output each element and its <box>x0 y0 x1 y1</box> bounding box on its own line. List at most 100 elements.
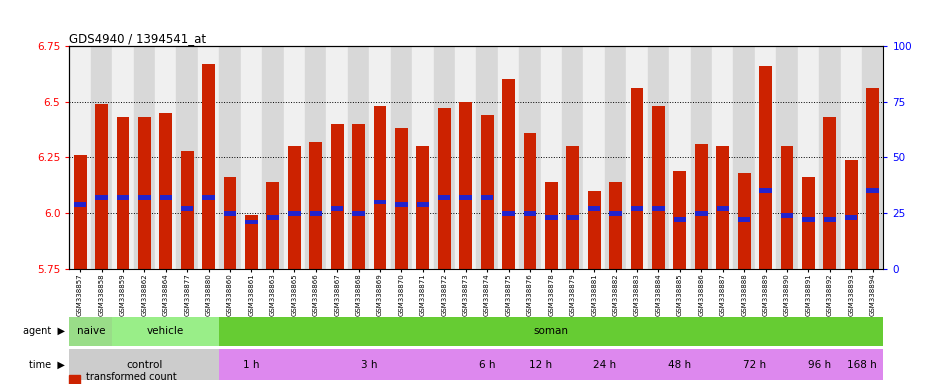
Bar <box>224 211 236 215</box>
Bar <box>652 106 665 269</box>
Text: 3 h: 3 h <box>361 360 377 370</box>
Text: 168 h: 168 h <box>847 360 877 370</box>
Bar <box>476 46 498 269</box>
Bar <box>310 211 322 215</box>
Bar <box>455 349 519 380</box>
Bar <box>438 108 450 269</box>
Bar <box>540 46 562 269</box>
Bar <box>459 102 472 269</box>
Bar <box>759 66 772 269</box>
Text: 72 h: 72 h <box>744 360 767 370</box>
Bar <box>845 160 857 269</box>
Bar <box>669 46 691 269</box>
Text: 96 h: 96 h <box>808 360 831 370</box>
Bar <box>331 124 343 269</box>
Bar <box>138 195 151 200</box>
Bar <box>823 217 836 222</box>
Bar <box>841 46 862 269</box>
Bar <box>240 46 262 269</box>
Bar <box>352 211 364 215</box>
Bar <box>802 217 815 222</box>
Bar <box>198 46 219 269</box>
Bar <box>584 46 605 269</box>
Bar <box>309 142 322 269</box>
Bar <box>203 64 215 269</box>
Bar <box>203 195 215 200</box>
Bar <box>245 215 258 269</box>
Bar <box>69 46 91 269</box>
Bar <box>95 104 108 269</box>
Bar <box>69 317 112 346</box>
Bar <box>305 46 327 269</box>
Bar <box>374 200 387 204</box>
Bar <box>524 211 536 215</box>
Bar <box>74 155 87 269</box>
Bar <box>716 146 729 269</box>
Bar <box>416 202 429 207</box>
Bar <box>498 46 519 269</box>
Bar <box>181 206 193 211</box>
Bar <box>91 46 112 269</box>
Bar <box>797 46 820 269</box>
Bar <box>133 46 155 269</box>
Bar <box>352 124 365 269</box>
Bar <box>610 182 622 269</box>
Bar <box>266 215 279 220</box>
Bar <box>862 46 883 269</box>
Bar <box>519 349 562 380</box>
Bar <box>781 146 794 269</box>
Bar <box>524 133 536 269</box>
Bar <box>738 217 750 222</box>
Bar <box>519 46 540 269</box>
Bar <box>652 206 665 211</box>
Bar <box>648 46 669 269</box>
Bar <box>717 206 729 211</box>
Bar <box>224 177 237 269</box>
Bar <box>159 113 172 269</box>
Bar <box>481 195 493 200</box>
Bar <box>288 211 301 215</box>
Bar <box>781 213 794 218</box>
Bar <box>155 46 177 269</box>
Bar <box>481 115 494 269</box>
Bar <box>673 171 686 269</box>
Bar <box>455 46 476 269</box>
Bar <box>566 215 579 220</box>
Text: 6 h: 6 h <box>479 360 495 370</box>
Bar <box>284 349 455 380</box>
Bar <box>545 215 558 220</box>
Bar <box>673 217 686 222</box>
Bar <box>159 195 172 200</box>
Bar <box>823 118 836 269</box>
Bar <box>117 118 130 269</box>
Bar <box>631 206 643 211</box>
Bar <box>245 220 258 225</box>
Text: agent  ▶: agent ▶ <box>23 326 65 336</box>
Bar <box>626 46 647 269</box>
Bar <box>691 46 712 269</box>
Bar <box>502 211 514 215</box>
Bar <box>588 206 600 211</box>
Bar <box>755 46 776 269</box>
Text: 12 h: 12 h <box>529 360 552 370</box>
Bar <box>288 146 301 269</box>
Bar <box>434 46 455 269</box>
Text: time  ▶: time ▶ <box>29 360 65 370</box>
Text: transformed count: transformed count <box>86 372 177 382</box>
Bar <box>138 118 151 269</box>
Bar <box>867 189 879 193</box>
Bar <box>502 79 515 269</box>
Bar <box>562 349 648 380</box>
Bar <box>219 349 284 380</box>
Bar <box>759 189 771 193</box>
Bar <box>605 46 626 269</box>
Text: naive: naive <box>77 326 105 336</box>
Bar <box>369 46 390 269</box>
Bar <box>413 46 434 269</box>
Bar <box>219 46 240 269</box>
Bar <box>820 46 841 269</box>
Bar <box>112 317 219 346</box>
Bar <box>331 206 343 211</box>
Bar <box>438 195 450 200</box>
Text: soman: soman <box>534 326 569 336</box>
